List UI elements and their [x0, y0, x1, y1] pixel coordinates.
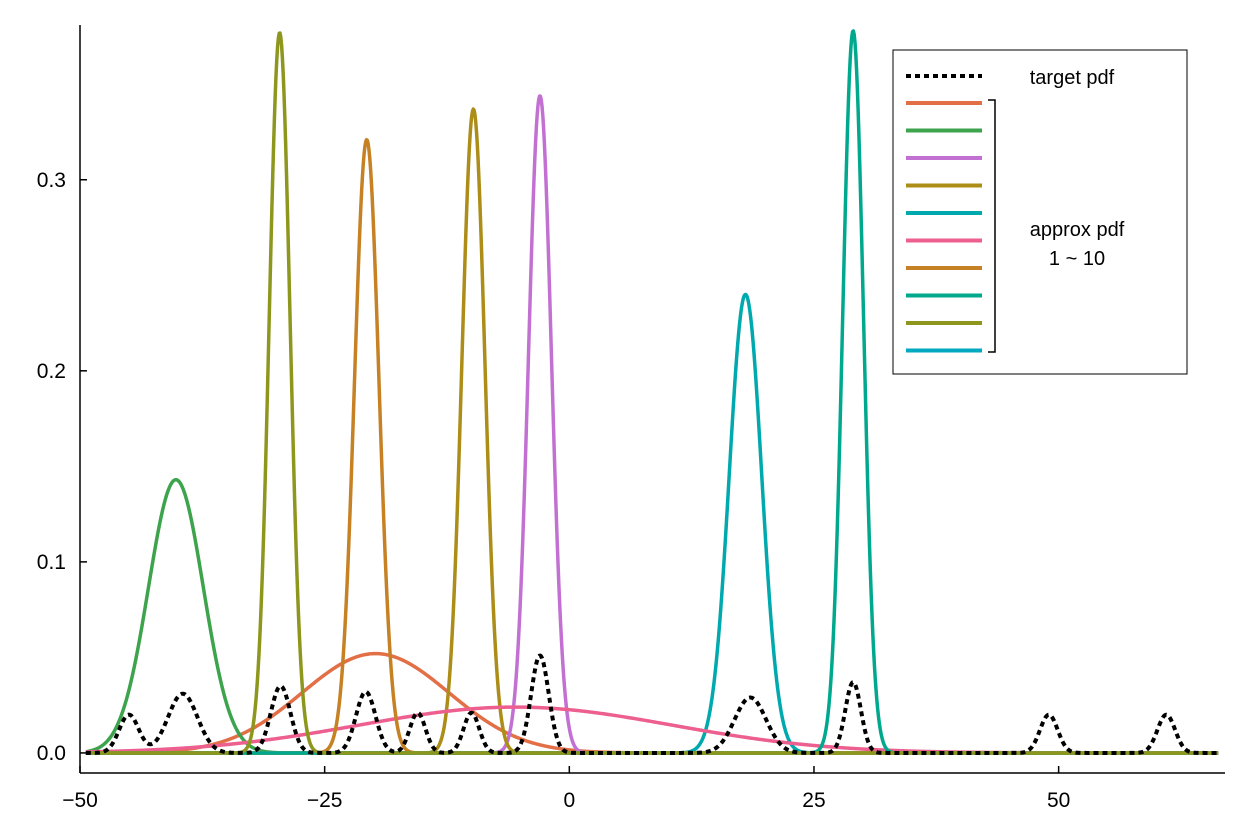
legend-group-bracket [988, 99, 996, 353]
legend-target-label: target pdf [1030, 67, 1115, 89]
y-tick-label: 0.1 [37, 551, 66, 574]
legend-group-label-line2: 1 ~ 10 [1049, 248, 1105, 270]
legend: target pdf approx pdf 1 ~ 10 [892, 49, 1188, 375]
target-pdf-line [84, 653, 1220, 755]
x-tick-label: 50 [1047, 789, 1070, 812]
legend-group-label-line1: approx pdf [1030, 219, 1125, 241]
y-axis-ticks: 0.0 0.1 0.2 0.3 [37, 169, 87, 765]
x-tick-label: 0 [563, 789, 575, 812]
x-tick-label: 25 [802, 789, 825, 812]
x-tick-label: −50 [62, 789, 98, 812]
x-tick-label: −25 [307, 789, 343, 812]
x-axis-ticks: −50 −25 0 25 50 [62, 766, 1070, 812]
y-tick-label: 0.3 [37, 169, 66, 192]
plot-curves [84, 29, 1220, 755]
legend-swatches [906, 74, 982, 353]
y-tick-label: 0.0 [37, 742, 66, 765]
y-tick-label: 0.2 [37, 360, 66, 383]
